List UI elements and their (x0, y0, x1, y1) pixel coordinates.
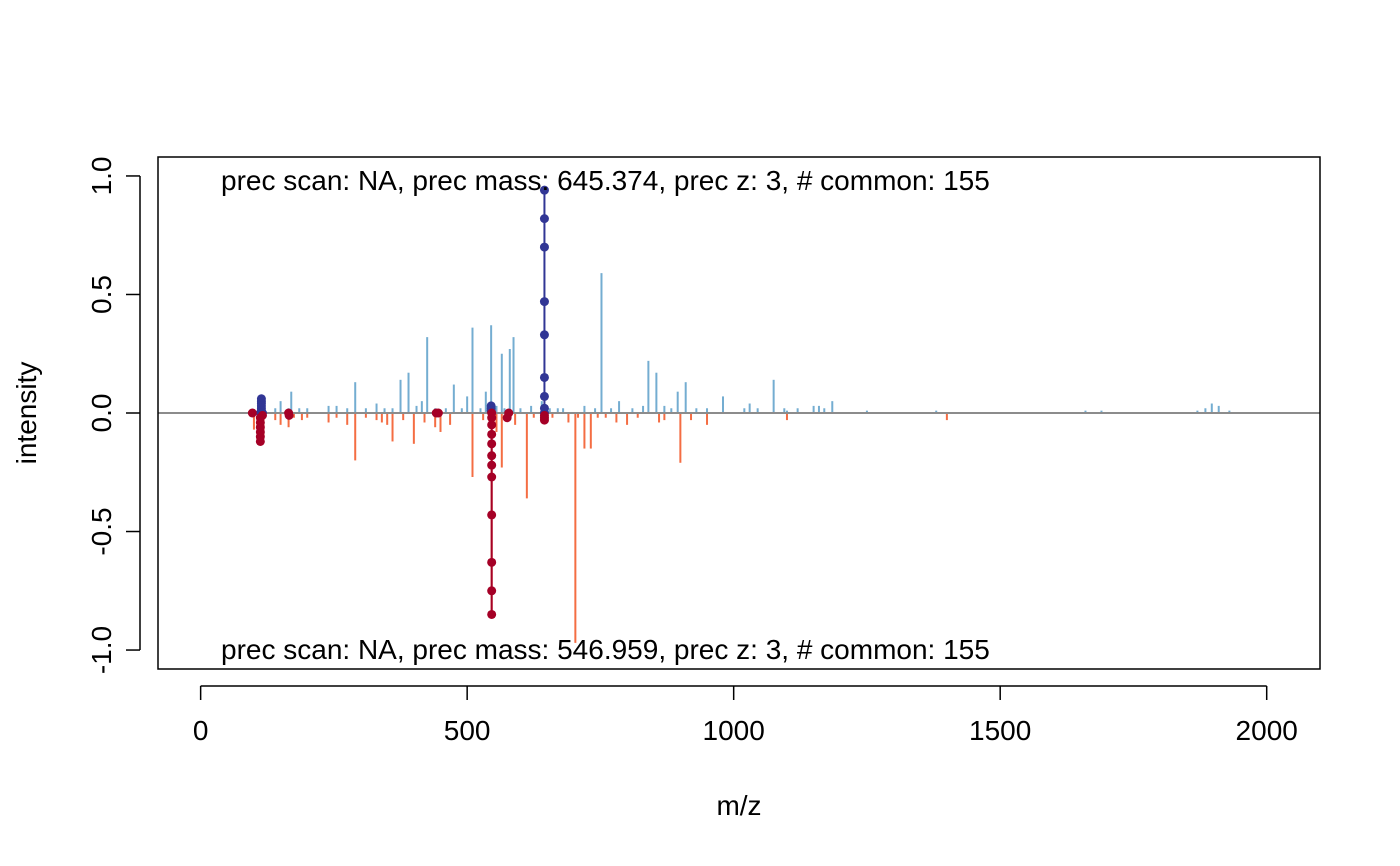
precursor-lines (490, 190, 546, 615)
y-tick-label: 1.0 (86, 156, 117, 195)
bottom-spectrum-label: prec scan: NA, prec mass: 546.959, prec … (221, 634, 990, 665)
x-tick-label: 2000 (1236, 715, 1298, 746)
y-tick-label: 0.0 (86, 394, 117, 433)
bottom-matched-point (504, 408, 514, 418)
x-tick-label: 1000 (703, 715, 765, 746)
top-precursor-point (539, 242, 549, 252)
y-tick-label: -1.0 (86, 626, 117, 674)
y-tick-label: 0.5 (86, 275, 117, 314)
bottom-matched-point (257, 410, 267, 420)
top-precursor-point (539, 214, 549, 224)
bottom-precursor-point (487, 586, 497, 596)
top-precursor-point (539, 185, 549, 195)
x-axis: 0 500 1000 1500 2000 (193, 685, 1298, 746)
bottom-precursor-point (487, 408, 497, 418)
y-axis-label: intensity (11, 362, 42, 465)
x-axis-label: m/z (716, 790, 761, 821)
bottom-precursor-point (487, 420, 497, 430)
top-precursor-point (539, 372, 549, 382)
y-tick-label: -0.5 (86, 507, 117, 555)
bottom-precursor-point (487, 609, 497, 619)
bottom-precursor-point (487, 429, 497, 439)
top-spectrum-label: prec scan: NA, prec mass: 645.374, prec … (221, 165, 990, 196)
bottom-matched-point (433, 408, 443, 418)
bottom-matched-point (539, 410, 549, 420)
matched-points (247, 185, 549, 619)
bottom-precursor-point (487, 439, 497, 449)
bottom-spectrum-peaks (252, 413, 948, 643)
top-spectrum-peaks (258, 273, 1231, 413)
x-tick-label: 500 (444, 715, 491, 746)
bottom-matched-point (284, 410, 294, 420)
top-precursor-point (539, 391, 549, 401)
plot-frame (157, 156, 1321, 670)
x-tick-label: 0 (193, 715, 209, 746)
y-axis: 1.0 0.5 0.0 -0.5 -1.0 (86, 156, 141, 674)
bottom-precursor-point (487, 472, 497, 482)
bottom-precursor-point (487, 510, 497, 520)
x-tick-label: 1500 (969, 715, 1031, 746)
bottom-matched-point (247, 408, 257, 418)
bottom-precursor-point (487, 460, 497, 470)
bottom-precursor-point (487, 451, 497, 461)
top-precursor-point (539, 330, 549, 340)
top-precursor-point (539, 297, 549, 307)
bottom-precursor-point (487, 557, 497, 567)
